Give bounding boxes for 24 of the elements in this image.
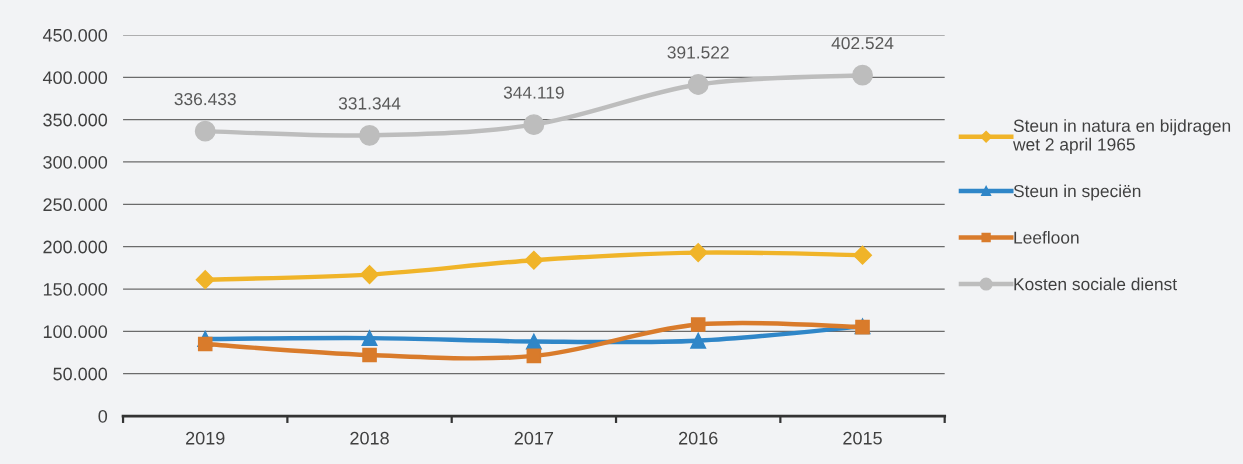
legend-label: Leefloon — [1014, 230, 1079, 244]
x-tick-label: 2016 — [679, 431, 718, 445]
data-label: 391.522 — [667, 46, 729, 59]
data-label: 336.433 — [174, 92, 236, 106]
y-tick-label: 300.000 — [43, 155, 108, 169]
data-label: 331.344 — [338, 97, 401, 110]
y-tick-label: 100.000 — [43, 325, 108, 339]
x-tick-label: 2015 — [843, 431, 882, 445]
y-tick-label: 50.000 — [53, 367, 108, 381]
legend-label: Steun in natura en bijdragen wet 2 april 1965 — [1013, 119, 1231, 155]
y-tick-label: 400.000 — [42, 71, 108, 85]
data-label: 344.119 — [503, 86, 564, 99]
y-tick-label: 450.000 — [42, 28, 108, 42]
y-tick-label: 150.000 — [43, 282, 108, 296]
data-label: 402.524 — [831, 37, 894, 50]
y-tick-label: 0 — [98, 409, 108, 423]
x-tick-label: 2017 — [514, 431, 554, 445]
y-tick-label: 350.000 — [43, 113, 108, 127]
legend-label: Steun in speciën — [1013, 184, 1141, 201]
legend-label: Kosten sociale dienst — [1014, 277, 1177, 291]
x-tick-label: 2019 — [186, 431, 225, 445]
y-tick-label: 250.000 — [43, 198, 108, 212]
x-tick-label: 2018 — [350, 431, 389, 445]
y-tick-label: 200.000 — [43, 240, 108, 254]
